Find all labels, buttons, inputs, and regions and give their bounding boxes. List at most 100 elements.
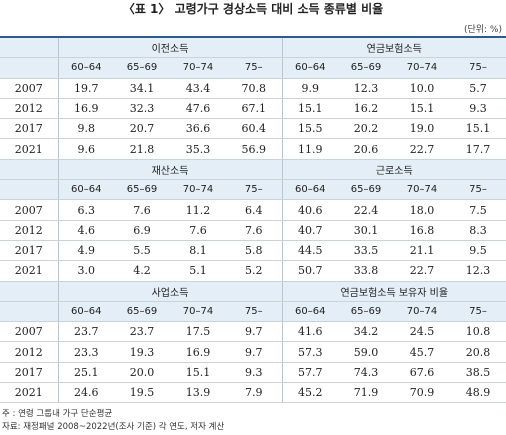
cell: 15.5 xyxy=(281,118,338,140)
cell: 21.8 xyxy=(114,138,170,160)
unit: (단위: %) xyxy=(463,25,502,35)
cell: 9.3 xyxy=(450,98,506,120)
group-header: 연금보험소득 보유자 비율 xyxy=(281,281,506,302)
column-header: 60–64 xyxy=(281,301,338,323)
column-header: 65–69 xyxy=(338,57,394,79)
cell: 43.4 xyxy=(170,78,226,99)
corner xyxy=(0,37,58,59)
cell: 20.0 xyxy=(114,362,170,384)
year: 2017 xyxy=(0,362,58,384)
cell: 70.9 xyxy=(394,382,450,404)
column-row: 60–64 65–69 70–74 75– 60–64 65–69 70–74 75– xyxy=(0,179,506,201)
column-header: 70–74 xyxy=(394,301,450,323)
cell: 5.1 xyxy=(170,260,226,282)
corner xyxy=(0,57,58,79)
cell: 16.9 xyxy=(57,98,114,120)
group-row: 이전소득 연금보험소득 xyxy=(0,37,506,59)
column-header: 75– xyxy=(450,301,506,323)
cell: 25.1 xyxy=(57,362,114,384)
data-row: 2021 9.6 21.8 35.3 56.9 11.9 20.6 22.7 17.7 xyxy=(0,138,506,160)
cell: 19.5 xyxy=(114,382,170,404)
cell: 11.9 xyxy=(281,138,338,160)
group-header: 사업소득 xyxy=(57,281,282,302)
cell: 10.8 xyxy=(450,321,506,343)
cell: 50.7 xyxy=(281,260,338,282)
year: 2017 xyxy=(0,240,58,262)
corner xyxy=(0,159,58,181)
cell: 47.6 xyxy=(170,98,226,120)
year: 2021 xyxy=(0,260,58,282)
group-header: 근로소득 xyxy=(281,159,506,181)
cell: 10.0 xyxy=(394,78,450,99)
title: 〈표 1〉 고령가구 경상소득 대비 소득 종류별 비율 xyxy=(122,2,384,16)
column-header: 65–69 xyxy=(338,179,394,201)
cell: 33.5 xyxy=(338,240,394,262)
cell: 23.7 xyxy=(57,321,114,343)
notes: 주 : 연령 그룹내 가구 단순평균 자료: 재정패널 2008~2022년(조사… xyxy=(2,408,224,434)
cell: 7.5 xyxy=(450,199,506,221)
cell: 40.6 xyxy=(281,199,338,221)
cell: 67.6 xyxy=(394,362,450,384)
cell: 15.1 xyxy=(170,362,226,384)
cell: 8.3 xyxy=(450,220,506,241)
group-row: 사업소득 연금보험소득 보유자 비율 xyxy=(0,281,506,302)
group-row: 재산소득 근로소득 xyxy=(0,159,506,181)
cell: 6.9 xyxy=(114,220,170,241)
cell: 17.5 xyxy=(170,321,226,343)
column-header: 60–64 xyxy=(57,301,114,323)
column-row: 60–64 65–69 70–74 75– 60–64 65–69 70–74 75– xyxy=(0,57,506,79)
cell: 24.6 xyxy=(57,382,114,404)
cell: 12.3 xyxy=(338,78,394,99)
year: 2012 xyxy=(0,98,58,120)
year: 2012 xyxy=(0,341,58,363)
column-header: 70–74 xyxy=(170,301,226,323)
cell: 56.9 xyxy=(226,138,282,160)
cell: 23.7 xyxy=(114,321,170,343)
cell: 4.6 xyxy=(57,220,114,241)
cell: 57.3 xyxy=(281,341,338,363)
cell: 20.2 xyxy=(338,118,394,140)
cell: 16.8 xyxy=(394,220,450,241)
cell: 35.3 xyxy=(170,138,226,160)
cell: 40.7 xyxy=(281,220,338,241)
group-header: 재산소득 xyxy=(57,159,282,181)
cell: 71.9 xyxy=(338,382,394,404)
cell: 7.9 xyxy=(226,382,282,404)
data-row: 2012 23.3 19.3 16.9 9.7 57.3 59.0 45.7 20.8 xyxy=(0,341,506,363)
table: 이전소득 연금보험소득 60–64 65–69 70–74 75– 60–64 65–69 70… xyxy=(0,36,506,404)
data-row: 2012 16.9 32.3 47.6 67.1 15.1 16.2 15.1 9.3 xyxy=(0,98,506,120)
cell: 6.3 xyxy=(57,199,114,221)
cell: 20.6 xyxy=(338,138,394,160)
cell: 67.1 xyxy=(226,98,282,120)
year: 2007 xyxy=(0,199,58,221)
cell: 9.7 xyxy=(226,321,282,343)
cell: 17.7 xyxy=(450,138,506,160)
cell: 19.0 xyxy=(394,118,450,140)
column-header: 70–74 xyxy=(170,57,226,79)
cell: 70.8 xyxy=(226,78,282,99)
column-header: 75– xyxy=(450,179,506,201)
cell: 41.6 xyxy=(281,321,338,343)
cell: 4.9 xyxy=(57,240,114,262)
cell: 57.7 xyxy=(281,362,338,384)
data-row: 2007 6.3 7.6 11.2 6.4 40.6 22.4 18.0 7.5 xyxy=(0,199,506,221)
cell: 60.4 xyxy=(226,118,282,140)
column-header: 60–64 xyxy=(281,57,338,79)
column-header: 60–64 xyxy=(281,179,338,201)
note: 자료: 재정패널 2008~2022년(조사 기준) 각 연도, 저자 계산 xyxy=(2,422,225,432)
cell: 9.7 xyxy=(226,341,282,363)
cell: 8.1 xyxy=(170,240,226,262)
cell: 36.6 xyxy=(170,118,226,140)
column-header: 70–74 xyxy=(394,57,450,79)
cell: 20.8 xyxy=(450,341,506,363)
cell: 15.1 xyxy=(394,98,450,120)
data-row: 2007 19.7 34.1 43.4 70.8 9.9 12.3 10.0 5.7 xyxy=(0,78,506,99)
data-row: 2017 4.9 5.5 8.1 5.8 44.5 33.5 21.1 9.5 xyxy=(0,240,506,262)
year: 2017 xyxy=(0,118,58,140)
cell: 21.1 xyxy=(394,240,450,262)
cell: 16.9 xyxy=(170,341,226,363)
group-header: 연금보험소득 xyxy=(281,37,506,59)
column-header: 70–74 xyxy=(394,179,450,201)
cell: 19.3 xyxy=(114,341,170,363)
cell: 23.3 xyxy=(57,341,114,363)
